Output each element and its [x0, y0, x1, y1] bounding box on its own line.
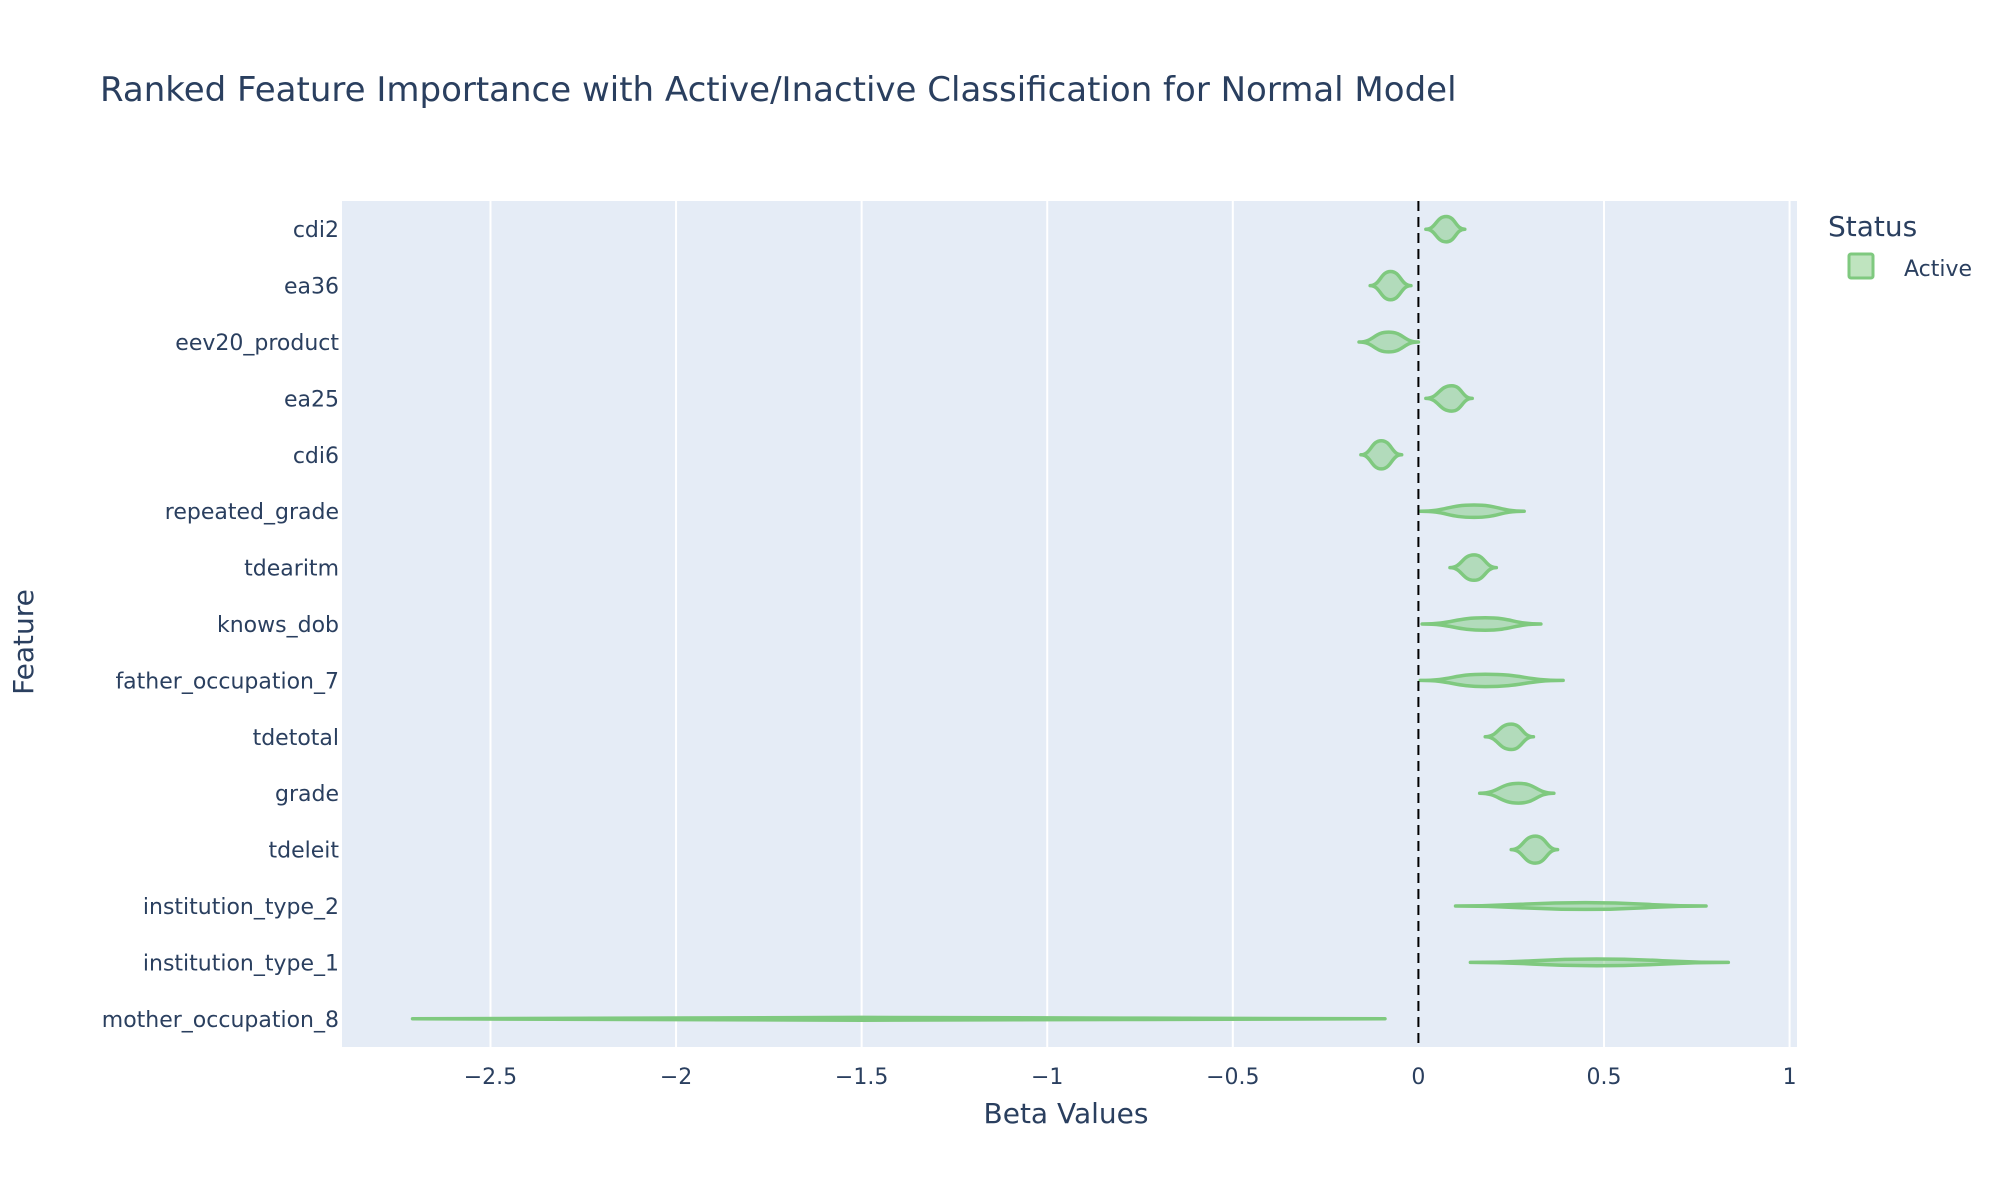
x-axis-title: Beta Values: [984, 1097, 1149, 1130]
violin-mother-occupation-8: [410, 1015, 1387, 1022]
y-tick-label: knows_dob: [217, 613, 339, 638]
x-tick-label: −1.5: [835, 1065, 888, 1090]
violin-tdearitm: [1448, 553, 1499, 583]
violin-ea25: [1424, 383, 1474, 413]
x-tick-label: −2: [660, 1065, 692, 1090]
violin-grade: [1477, 781, 1556, 805]
y-tick-label: repeated_grade: [165, 500, 339, 525]
chart-title: Ranked Feature Importance with Active/In…: [100, 70, 1457, 110]
violin-tdeleit: [1509, 834, 1560, 865]
y-tick-label: tdearitm: [244, 557, 339, 582]
legend-swatch-active[interactable]: [1847, 252, 1875, 280]
x-tick-label: −0.5: [1206, 1065, 1259, 1090]
x-tick-label: 1: [1783, 1065, 1797, 1090]
violin-ea36: [1368, 269, 1413, 302]
plot-area: [342, 201, 1797, 1047]
y-tick-label: institution_type_2: [143, 895, 339, 920]
y-axis-ticks: cdi2 ea36 eev20_product ea25 cdi6 repeated_gr…: [102, 218, 340, 1033]
y-tick-label: institution_type_1: [143, 951, 339, 976]
x-axis-ticks: −2.5 −2 −1.5 −1 −0.5 0 0.5 1: [464, 1065, 1797, 1090]
y-tick-label: father_occupation_7: [115, 669, 339, 694]
violin-eev20-product: [1357, 330, 1421, 354]
violin-institution-type-2: [1453, 900, 1708, 912]
y-tick-label: mother_occupation_8: [102, 1008, 339, 1033]
y-tick-label: tdetotal: [253, 726, 339, 751]
violin-institution-type-1: [1468, 957, 1731, 968]
x-tick-label: −1: [1031, 1065, 1063, 1090]
violin-series: [410, 214, 1731, 1022]
legend-title: Status: [1828, 210, 1917, 243]
x-tick-label: −2.5: [464, 1065, 517, 1090]
grid-lines: [489, 201, 1791, 1047]
violin-tdetotal: [1483, 722, 1536, 752]
violin-cdi6: [1359, 438, 1404, 471]
violin-cdi2: [1424, 214, 1467, 244]
y-axis-title: Feature: [7, 589, 40, 695]
x-tick-label: 0: [1411, 1065, 1425, 1090]
y-tick-label: ea25: [284, 387, 339, 412]
x-tick-label: 0.5: [1586, 1065, 1621, 1090]
y-tick-label: ea36: [284, 275, 339, 300]
y-tick-label: grade: [275, 782, 339, 807]
legend: Status Active: [1828, 210, 1972, 282]
violin-father-occupation-7: [1418, 672, 1565, 689]
y-tick-label: cdi6: [293, 444, 339, 469]
y-tick-label: cdi2: [293, 218, 339, 243]
violin-knows-dob: [1420, 616, 1543, 632]
y-tick-label: tdeleit: [268, 839, 339, 864]
y-tick-label: eev20_product: [175, 331, 339, 356]
legend-label-active[interactable]: Active: [1904, 257, 1972, 282]
violin-repeated-grade: [1418, 503, 1526, 520]
